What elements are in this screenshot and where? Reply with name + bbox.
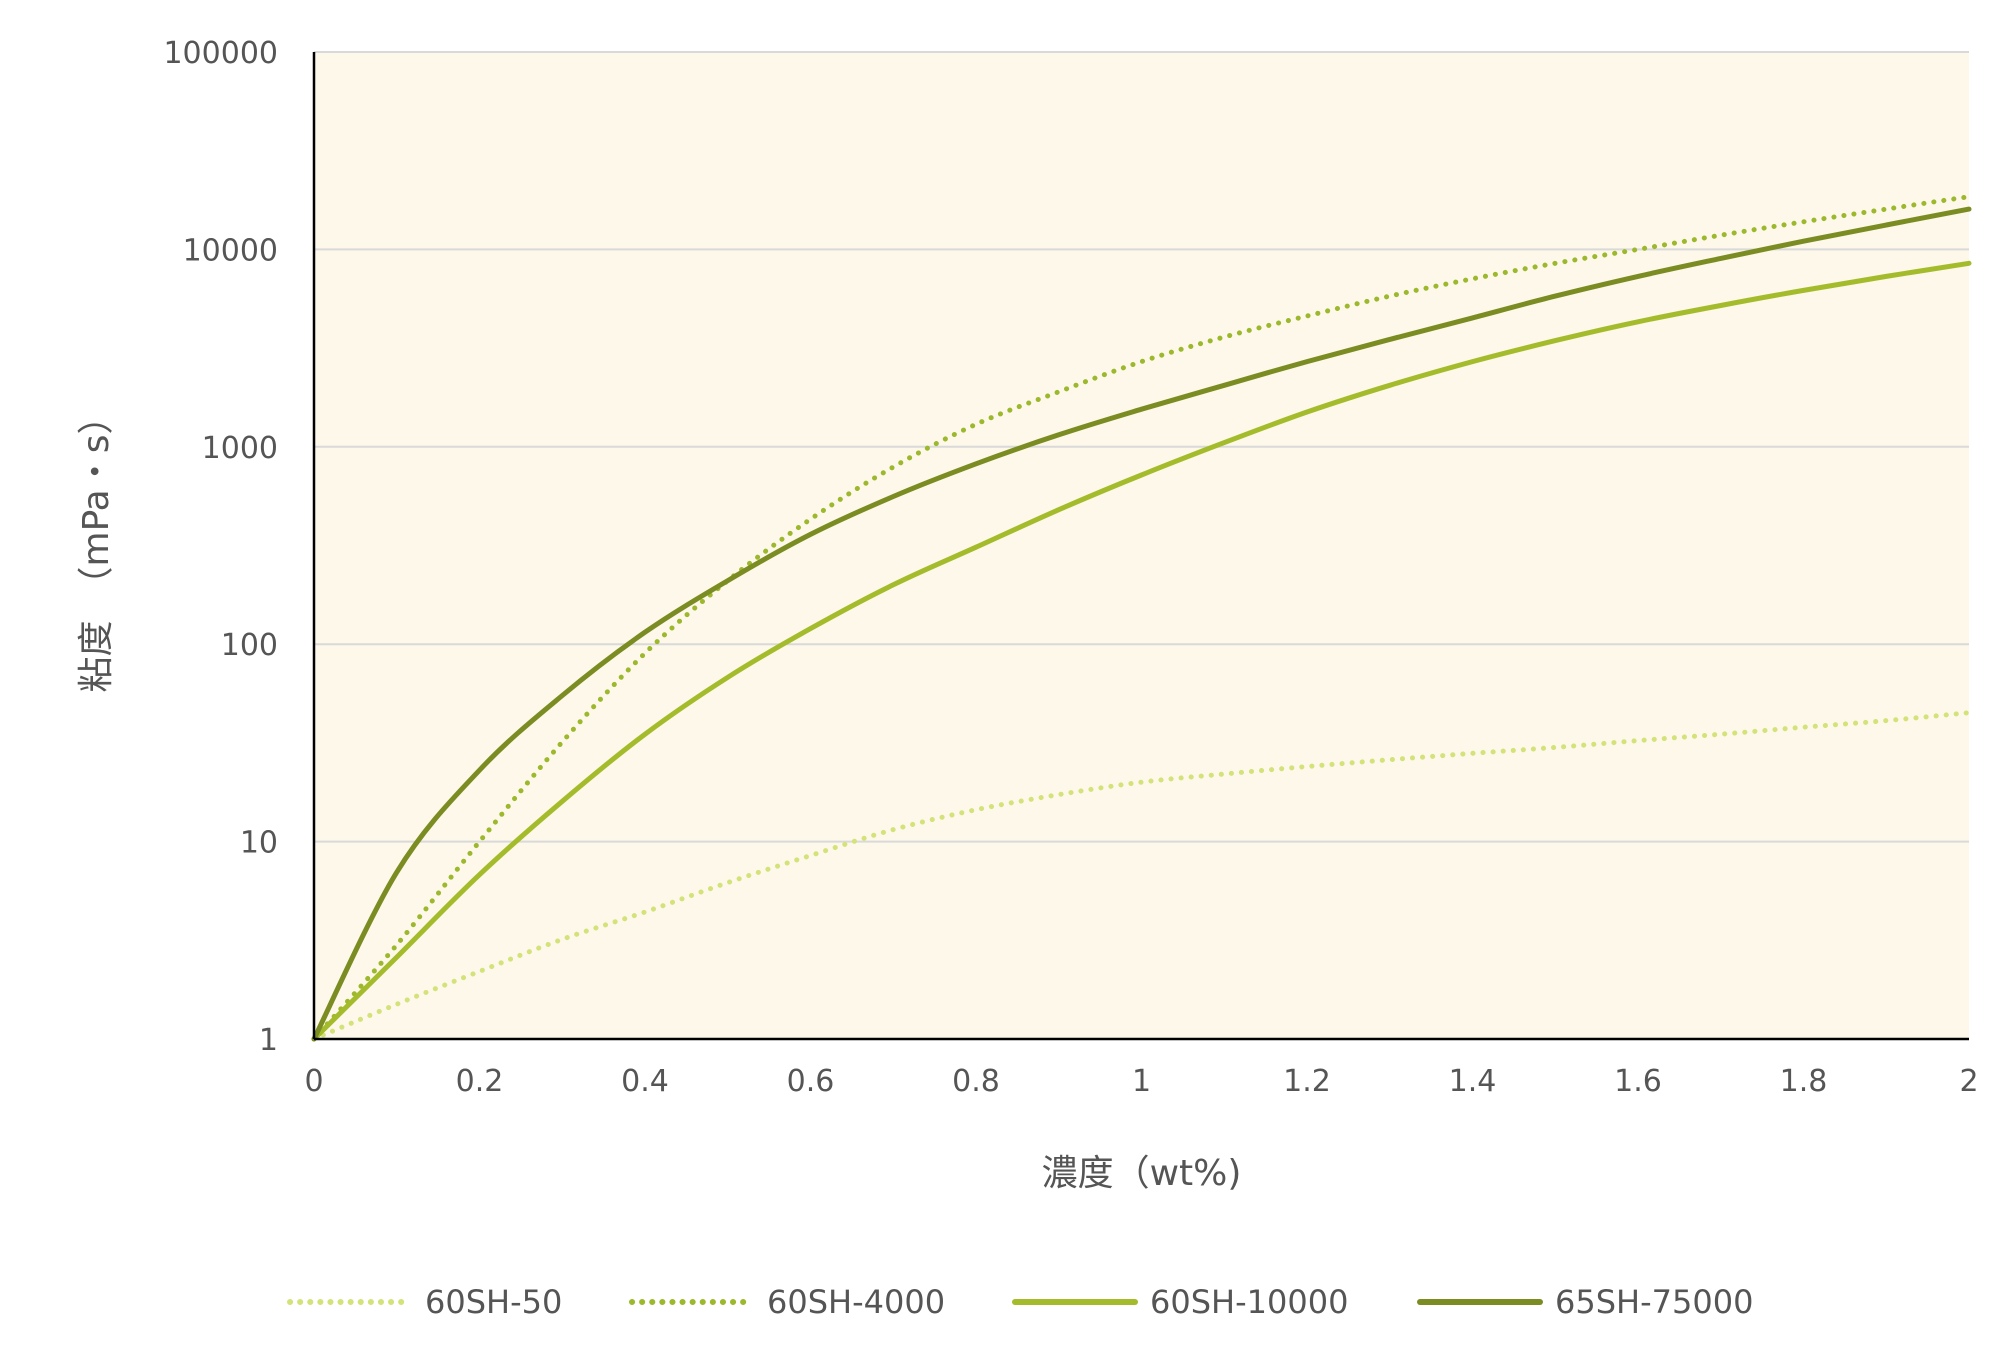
x-tick-label: 0: [304, 1064, 323, 1099]
grid-lines: [314, 51, 1969, 843]
series-line-60sh-4000: [311, 194, 1972, 1042]
y-tick-label: 1000: [202, 431, 278, 466]
legend-label: 60SH-10000: [1150, 1283, 1348, 1321]
x-tick-label: 1.6: [1614, 1064, 1662, 1099]
series-line-60sh-10000: [311, 260, 1972, 1042]
x-tick-label: 1.4: [1449, 1064, 1497, 1099]
y-axis-title: 粘度 （mPa・s）: [76, 399, 117, 693]
y-tick-label: 100: [221, 628, 278, 663]
legend: 60SH-50 60SH-4000 60SH-10000 65SH-75000: [287, 1283, 1753, 1321]
legend-label: 65SH-75000: [1555, 1283, 1753, 1321]
series-line-60sh-50: [311, 710, 1972, 1042]
x-tick-label: 0.8: [952, 1064, 1000, 1099]
y-tick-label: 100000: [163, 36, 278, 71]
y-tick-label: 10000: [183, 233, 278, 268]
series-layer: [311, 194, 1972, 1042]
x-tick-label: 1.8: [1780, 1064, 1828, 1099]
legend-label: 60SH-50: [425, 1283, 562, 1321]
x-tick-label: 1: [1132, 1064, 1151, 1099]
x-tick-label: 2: [1959, 1064, 1978, 1099]
x-tick-labels: 0 0.2 0.4 0.6 0.8 1 1.2 1.4 1.6 1.8 2: [304, 1064, 1978, 1099]
x-tick-label: 0.6: [787, 1064, 835, 1099]
x-axis-title: 濃度（wt%): [1042, 1153, 1242, 1194]
x-tick-label: 0.2: [456, 1064, 504, 1099]
series-line-65sh-75000: [311, 206, 1972, 1042]
y-tick-label: 10: [240, 826, 278, 861]
plot-area: [314, 52, 1969, 1039]
legend-label: 60SH-4000: [767, 1283, 945, 1321]
x-tick-label: 1.2: [1283, 1064, 1331, 1099]
x-tick-label: 0.4: [621, 1064, 669, 1099]
y-tick-labels: 1 10 100 1000 10000 100000: [163, 36, 278, 1058]
y-tick-label: 1: [259, 1023, 278, 1058]
